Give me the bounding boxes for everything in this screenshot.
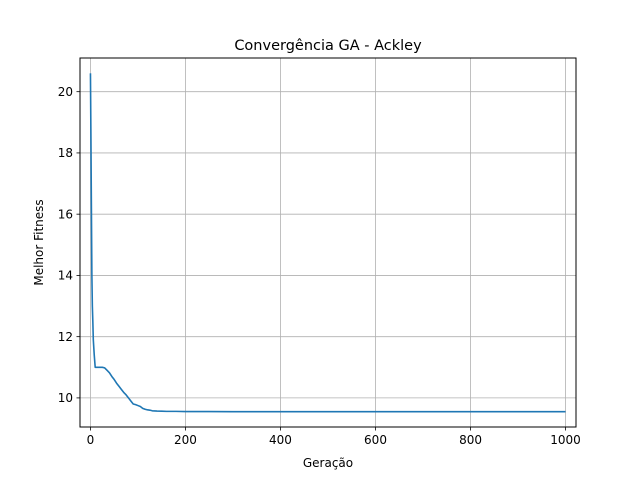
y-axis-ticks: 10 12 14 16 18 20 <box>58 85 80 405</box>
chart-title: Convergência GA - Ackley <box>234 38 422 54</box>
y-tick-label: 12 <box>58 330 73 344</box>
x-axis-ticks: 0 200 400 600 800 1000 <box>87 427 581 447</box>
plot-frame <box>79 57 577 428</box>
y-tick-label: 20 <box>58 85 73 99</box>
y-tick-label: 16 <box>58 207 73 221</box>
y-tick-label: 14 <box>58 269 73 283</box>
y-axis-label: Melhor Fitness <box>32 199 46 285</box>
x-tick-label: 600 <box>364 433 387 447</box>
y-tick-label: 18 <box>58 146 73 160</box>
x-tick-label: 400 <box>269 433 292 447</box>
x-tick-label: 800 <box>459 433 482 447</box>
x-tick-label: 1000 <box>550 433 581 447</box>
x-axis-label: Geração <box>303 456 353 470</box>
y-tick-label: 10 <box>58 391 73 405</box>
series-line <box>89 73 566 413</box>
x-tick-label: 200 <box>174 433 197 447</box>
x-tick-label: 0 <box>87 433 95 447</box>
series-layer <box>89 73 566 413</box>
grid-lines <box>80 58 576 427</box>
